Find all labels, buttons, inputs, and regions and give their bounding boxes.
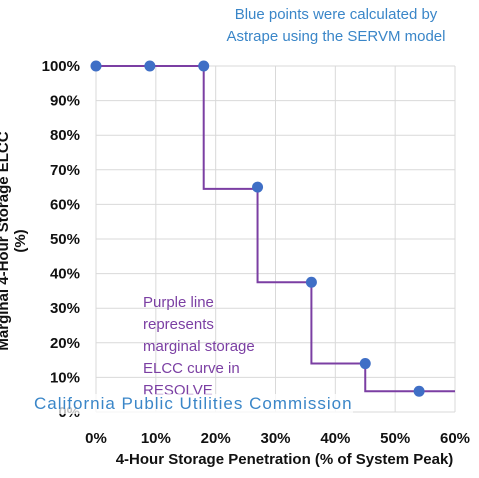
purple-note-line-3: marginal storage (143, 338, 255, 355)
blue-note-line-1: Blue points were calculated by (234, 6, 438, 23)
purple-note-line-1: Purple line (143, 294, 214, 311)
x-tick-label: 10% (141, 430, 171, 447)
servm-point (144, 60, 156, 72)
x-tick-label: 60% (440, 430, 470, 447)
y-tick-label: 20% (50, 335, 80, 352)
resolve-step-line (96, 65, 455, 393)
x-tick-label: 20% (201, 430, 231, 447)
x-tick-labels: 0% 10% 20% 30% 40% 50% 60% (85, 430, 470, 447)
step-line-path (96, 65, 455, 393)
y-tick-label: 30% (50, 300, 80, 317)
y-tick-label: 100% (42, 58, 80, 75)
y-tick-label: 70% (50, 162, 80, 179)
y-tick-labels: 0%10%20%30%40%50%60%70%80%90%100% (42, 58, 80, 421)
servm-point (198, 60, 210, 72)
purple-note-line-4: ELCC curve in (143, 360, 240, 377)
x-tick-label: 50% (380, 430, 410, 447)
y-tick-label: 10% (50, 369, 80, 386)
y-tick-label: 40% (50, 266, 80, 283)
blue-points-annotation: Blue points were calculated by Astrape u… (196, 4, 476, 48)
servm-point (305, 276, 317, 288)
y-tick-label: 60% (50, 196, 80, 213)
servm-point (413, 385, 425, 397)
purple-note-line-2: represents (143, 316, 214, 333)
servm-point (252, 181, 264, 193)
x-axis-label: 4-Hour Storage Penetration (% of System … (115, 451, 454, 468)
purple-line-annotation: Purple line represents marginal storage … (143, 292, 283, 402)
servm-point (90, 60, 102, 72)
servm-points (90, 60, 425, 397)
y-axis-label: Marginal 4-Hour Storage ELCC (%) (0, 131, 29, 351)
y-tick-label: 80% (50, 127, 80, 144)
blue-note-line-2: Astrape using the SERVM model (226, 28, 446, 45)
x-tick-label: 40% (320, 430, 350, 447)
footer-watermark: California Public Utilities Commission (34, 394, 353, 414)
x-tick-label: 30% (260, 430, 290, 447)
y-tick-label: 50% (50, 231, 80, 248)
y-tick-label: 90% (50, 93, 80, 110)
servm-point (359, 358, 371, 370)
x-tick-label: 0% (85, 430, 107, 447)
